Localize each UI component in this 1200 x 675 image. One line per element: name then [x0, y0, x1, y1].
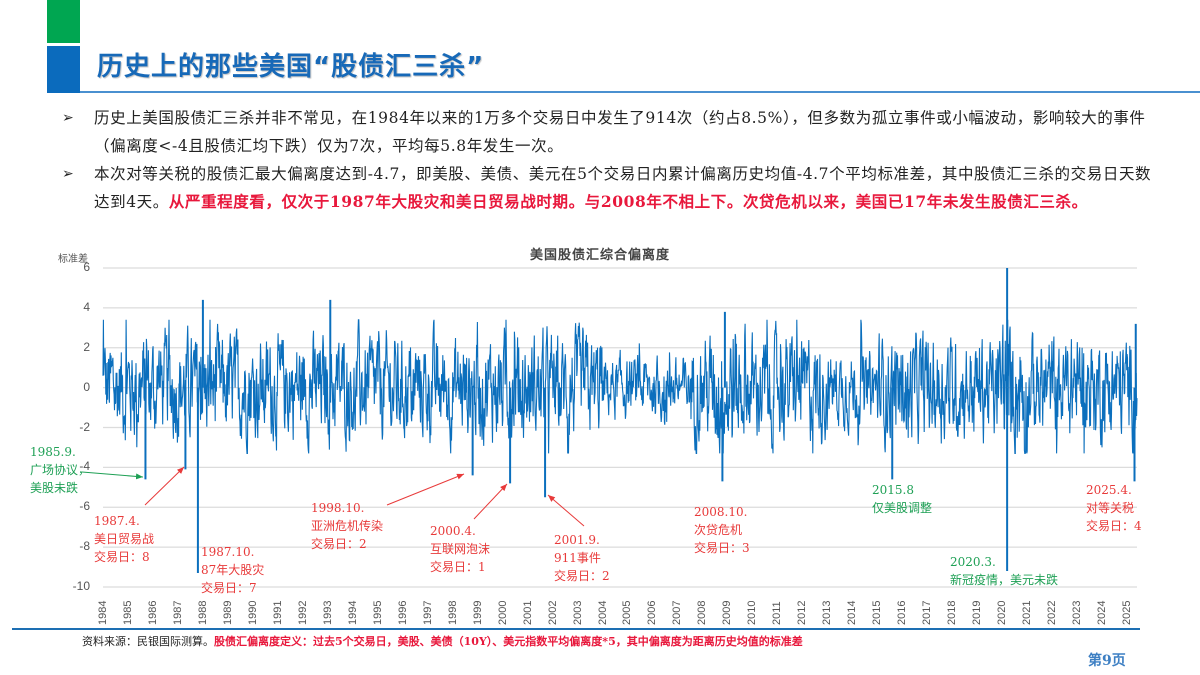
page-number: 第9页: [1088, 653, 1126, 669]
annotation-1998-asia: 1998.10. 亚洲危机传染 交易日：2: [311, 501, 384, 551]
arrow-1998: [386, 473, 465, 506]
source-text: 资料来源：民银国际测算。: [82, 635, 214, 648]
y-tick-label: 6: [83, 260, 90, 274]
arrow-bullet-icon: ➢: [62, 166, 74, 182]
arrow-2001: [547, 494, 585, 527]
y-axis-label: 标准差: [58, 254, 88, 265]
y-tick-label: -10: [72, 579, 90, 593]
decor-green-block: [47, 0, 80, 43]
annotation-2020-covid: 2020.3. 新冠疫情，美元未跌: [950, 555, 1059, 587]
annotation-2008-subprime: 2008.10. 次贷危机 交易日：3: [694, 505, 750, 555]
y-tick-label: 0: [83, 379, 90, 394]
slide-title: 历史上的那些美国“股债汇三杀”: [97, 52, 485, 82]
source-note: 资料来源：民银国际测算。股债汇偏离度定义：过去5个交易日，美股、美债（10Y）、…: [82, 633, 803, 649]
arrow-2000: [473, 483, 508, 520]
bullet-text: 本次对等关税的股债汇最大偏离度达到-4.7，即美股、美债、美元在5个交易日内累计…: [94, 160, 1162, 216]
event-spikes: [144, 268, 1137, 574]
definition-text: 股债汇偏离度定义：过去5个交易日，美股、美债（10Y）、美元指数平均偏离度*5，…: [214, 635, 803, 648]
annotation-2001-911: 2001.9. 911事件 交易日：2: [554, 533, 610, 583]
bullet-item: ➢ 本次对等关税的股债汇最大偏离度达到-4.7，即美股、美债、美元在5个交易日内…: [62, 160, 1162, 216]
annotation-1987-trade-war: 1987.4. 美日贸易战 交易日：8: [94, 514, 155, 564]
y-tick-label: -4: [79, 459, 90, 474]
bullet-body: 本次对等关税的股债汇最大偏离度达到-4.7，即美股、美债、美元在5个交易日内累计…: [94, 165, 1152, 211]
bullet-item: ➢ 历史上美国股债汇三杀并非不常见，在1984年以来的1万多个交易日中发生了91…: [62, 104, 1162, 160]
title-divider: [80, 91, 1200, 93]
y-tick-label: -2: [79, 419, 90, 434]
deviation-series-line: [102, 319, 1138, 454]
bullet-text: 历史上美国股债汇三杀并非不常见，在1984年以来的1万多个交易日中发生了914次…: [94, 109, 1146, 155]
annotation-1985-plaza: 1985.9. 广场协议， 美股未跌: [30, 445, 91, 495]
annotation-arrows: [81, 466, 585, 527]
arrow-1985: [81, 471, 144, 480]
y-tick-label: -6: [79, 499, 90, 514]
annotation-2025-tariff: 2025.4. 对等关税 交易日：4: [1086, 483, 1142, 533]
arrow-1987-4: [144, 466, 185, 506]
annotation-1987-crash: 1987.10. 87年大股灾 交易日：7: [201, 545, 265, 595]
footer-divider: [12, 628, 1140, 630]
annotation-2015-equity: 2015.8 仅美股调整: [872, 483, 933, 515]
y-tick-label: -8: [79, 539, 90, 554]
annotation-2000-dotcom: 2000.4. 互联网泡沫 交易日：1: [430, 524, 491, 574]
y-tick-label: 4: [83, 299, 90, 314]
decor-blue-block: [47, 46, 80, 93]
bullet-highlight: 从严重程度看，仅次于1987年大股灾和美日贸易战时期。与2008年不相上下。次贷…: [168, 192, 1088, 211]
bullet-list: ➢ 历史上美国股债汇三杀并非不常见，在1984年以来的1万多个交易日中发生了91…: [62, 104, 1162, 216]
chart-title: 美国股债汇综合偏离度: [529, 248, 670, 263]
y-tick-label: 2: [83, 339, 90, 354]
arrow-bullet-icon: ➢: [62, 110, 74, 126]
